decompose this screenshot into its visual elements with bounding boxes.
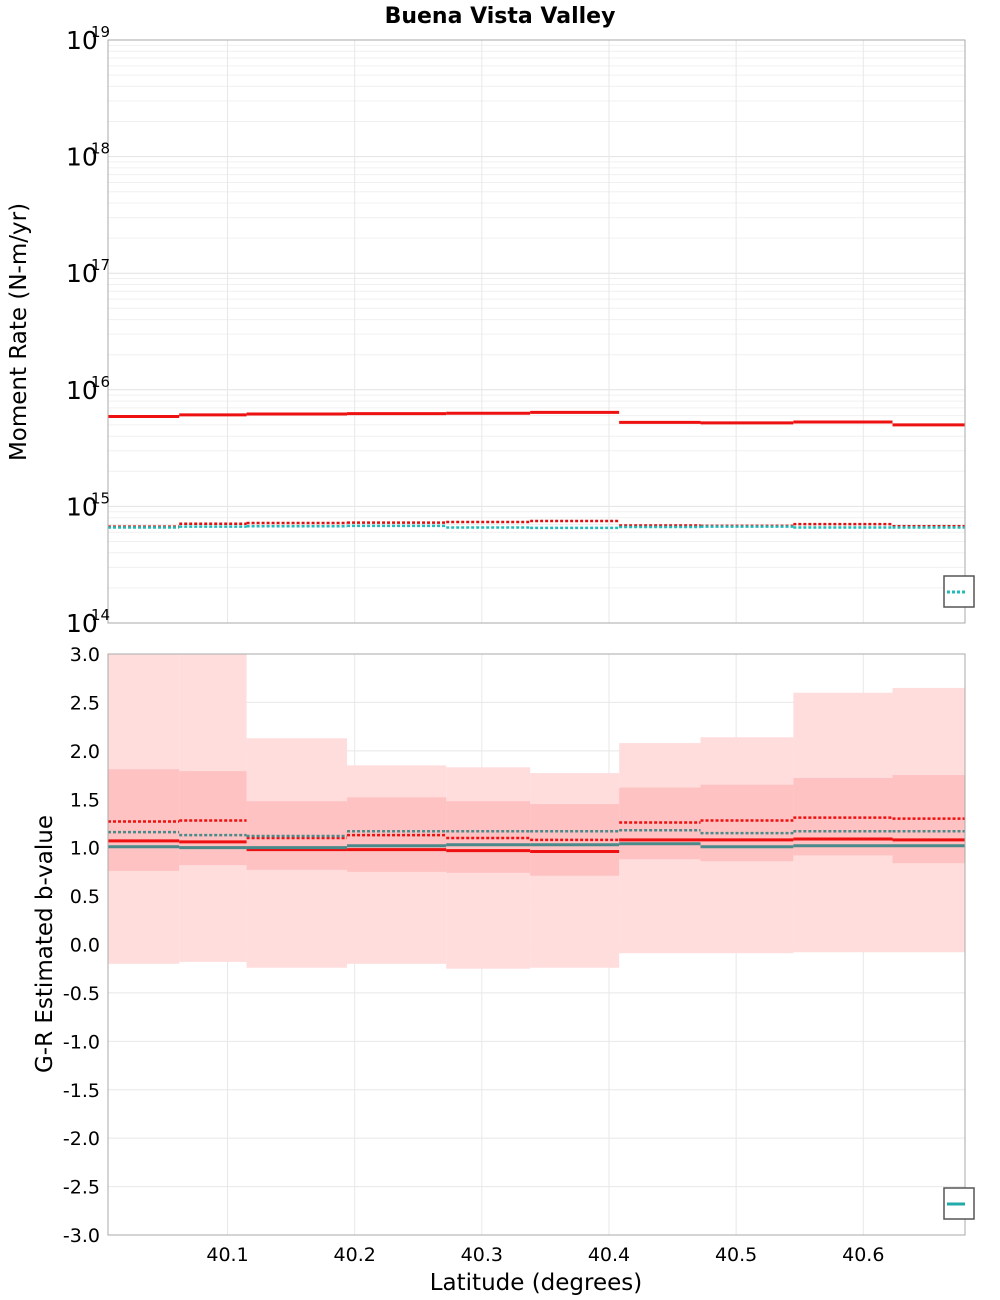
y-tick-label: -2.5 xyxy=(63,1177,100,1199)
uncertainty-band xyxy=(179,771,247,866)
panel-frame xyxy=(107,653,966,1236)
moment-rate-y-label: Moment Rate (N-m/yr) xyxy=(6,203,32,461)
y-tick-label: 3.0 xyxy=(70,644,100,666)
chart-title: Buena Vista Valley xyxy=(385,4,616,29)
y-tick-label: 10 xyxy=(66,492,98,521)
y-tick-label: -0.5 xyxy=(63,983,100,1005)
y-tick-label: -1.5 xyxy=(63,1080,100,1102)
y-tick-label: 2.5 xyxy=(70,692,100,714)
x-tick-label: 40.5 xyxy=(715,1244,757,1266)
y-tick-label: 10 xyxy=(66,376,98,405)
panel-frame xyxy=(107,39,966,624)
y-tick-label: 0.0 xyxy=(70,935,100,957)
x-tick-label: 40.2 xyxy=(334,1244,376,1266)
y-tick-exponent: 19 xyxy=(91,23,110,41)
x-axis-label: Latitude (degrees) xyxy=(430,1270,643,1296)
y-tick-label: 2.0 xyxy=(70,741,100,763)
x-tick-label: 40.4 xyxy=(588,1244,630,1266)
y-tick-label: 0.5 xyxy=(70,886,100,908)
y-tick-label: -3.0 xyxy=(63,1225,100,1247)
y-tick-label: -1.0 xyxy=(63,1031,100,1053)
uncertainty-band xyxy=(793,777,893,856)
b-value-panel: -3.0 -2.5 -2.0 -1.5 -1.0 -0.5 0.0 0.5 1.0 1.5 2.0 2… xyxy=(32,644,975,1296)
uncertainty-band xyxy=(347,797,447,872)
uncertainty-band xyxy=(108,769,180,871)
uncertainty-band xyxy=(700,784,794,862)
y-tick-exponent: 15 xyxy=(91,489,110,507)
y-tick-label: 10 xyxy=(66,143,98,172)
uncertainty-band xyxy=(530,804,620,876)
x-tick-label: 40.1 xyxy=(206,1244,248,1266)
x-tick-label: 40.3 xyxy=(461,1244,503,1266)
y-tick-label: -2.0 xyxy=(63,1128,100,1150)
b-value-y-label: G-R Estimated b-value xyxy=(32,815,58,1073)
y-tick-label: 10 xyxy=(66,259,98,288)
y-tick-exponent: 17 xyxy=(91,256,110,274)
y-tick-exponent: 16 xyxy=(91,373,110,391)
y-tick-exponent: 14 xyxy=(91,606,110,624)
x-tick-label: 40.6 xyxy=(842,1244,884,1266)
y-tick-exponent: 18 xyxy=(91,140,110,158)
y-tick-label: 1.5 xyxy=(70,789,100,811)
y-tick-label: 10 xyxy=(66,26,98,55)
y-tick-label: 1.0 xyxy=(70,838,100,860)
y-tick-label: 10 xyxy=(66,609,98,638)
